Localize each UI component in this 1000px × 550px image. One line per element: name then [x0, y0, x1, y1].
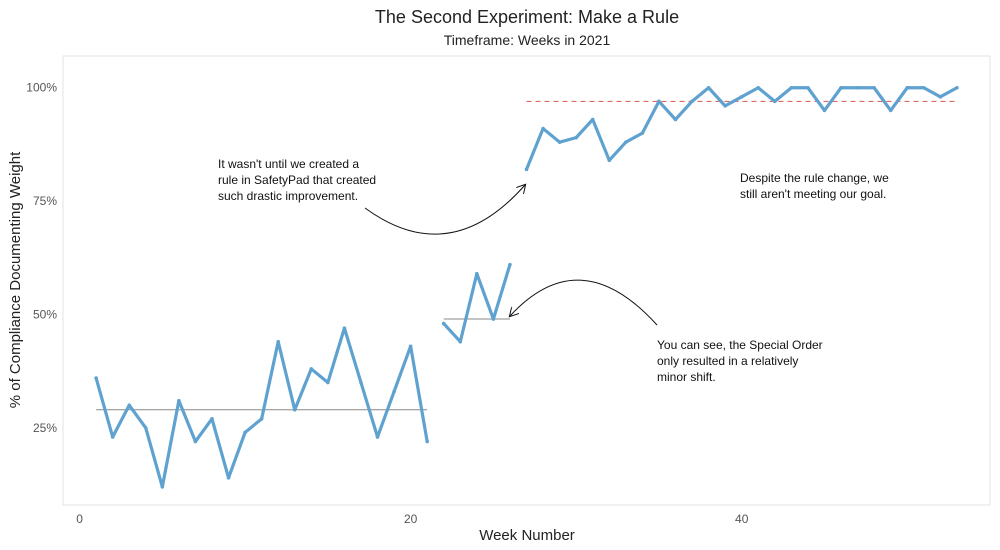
data-point [640, 131, 645, 135]
x-tick-label: 0 [76, 512, 83, 526]
data-point [160, 485, 165, 489]
data-point [855, 85, 860, 90]
data-point [475, 271, 479, 276]
data-point [193, 439, 198, 444]
annotation-line: rule in SafetyPad that created [218, 173, 376, 187]
data-point [888, 108, 893, 113]
data-point [607, 158, 612, 163]
annotation-goal: Despite the rule change, we still aren't… [740, 171, 892, 201]
axis-ticks: 0 20 40 25% 50% 75% 100% [26, 81, 748, 526]
plot-panel [62, 55, 991, 506]
data-point [773, 99, 777, 104]
data-point [143, 426, 148, 430]
annotation-arrow-special-order [510, 279, 658, 326]
data-series [94, 85, 959, 489]
data-point [739, 95, 744, 99]
data-point [938, 95, 943, 99]
annotation-line: such drastic improvement. [218, 189, 358, 203]
data-point [458, 339, 463, 344]
reference-lines [96, 100, 957, 411]
data-point [508, 262, 512, 267]
data-point [309, 367, 314, 371]
x-tick-label: 20 [404, 512, 418, 526]
data-point [723, 104, 727, 108]
data-point [673, 117, 678, 122]
data-point [822, 108, 827, 113]
data-point [706, 85, 711, 90]
data-point [177, 398, 181, 403]
data-point [342, 326, 347, 330]
chart-title: The Second Experiment: Make a Rule [375, 7, 679, 27]
data-point [541, 126, 545, 131]
data-point [226, 475, 231, 480]
data-point [955, 85, 959, 90]
data-point [408, 344, 413, 349]
data-point [375, 435, 380, 439]
annotation-arrow-rule [364, 185, 525, 235]
series-line-baseline [94, 326, 429, 489]
data-point [243, 430, 247, 435]
series-line-rule [524, 86, 959, 171]
data-point [872, 85, 876, 90]
annotation-line: It wasn't until we created a [218, 157, 359, 171]
chart-subtitle: Timeframe: Weeks in 2021 [444, 32, 611, 48]
y-axis-title: % of Compliance Documenting Weight [7, 151, 24, 408]
data-point [491, 317, 496, 321]
data-point [806, 85, 810, 90]
data-point [392, 389, 396, 394]
y-tick-label: 100% [26, 81, 57, 95]
data-point [259, 417, 264, 421]
data-point [574, 135, 578, 140]
data-point [905, 85, 910, 90]
data-point [127, 403, 132, 408]
annotation-line: Despite the rule change, we [740, 171, 889, 185]
data-point [425, 439, 429, 444]
annotation-rule-improvement: It wasn't until we created a rule in Saf… [218, 157, 379, 203]
data-point [210, 417, 214, 421]
annotation-line: only resulted in a relatively [657, 354, 798, 368]
data-point [326, 380, 330, 385]
data-point [789, 85, 794, 90]
data-point [657, 99, 661, 104]
y-tick-label: 75% [33, 194, 57, 208]
data-point [624, 140, 628, 144]
data-point [276, 339, 280, 344]
data-point [94, 376, 98, 380]
data-point [839, 85, 843, 90]
data-point [756, 85, 761, 90]
data-point [557, 140, 562, 144]
annotation-line: still aren't meeting our goal. [740, 187, 886, 201]
data-point [359, 380, 363, 385]
data-point [110, 435, 115, 439]
annotation-line: minor shift. [657, 370, 716, 384]
data-point [292, 407, 297, 412]
y-tick-label: 25% [33, 421, 57, 435]
data-point [524, 167, 529, 172]
annotation-special-order: You can see, the Special Order only resu… [657, 338, 826, 384]
data-point [921, 85, 926, 90]
y-tick-label: 50% [33, 308, 57, 322]
x-axis-title: Week Number [479, 527, 575, 544]
series-line-special-order [442, 263, 512, 344]
x-tick-label: 40 [735, 512, 749, 526]
data-point [590, 117, 595, 122]
annotation-line: You can see, the Special Order [657, 338, 823, 352]
data-point [690, 99, 694, 104]
data-point [441, 321, 446, 326]
